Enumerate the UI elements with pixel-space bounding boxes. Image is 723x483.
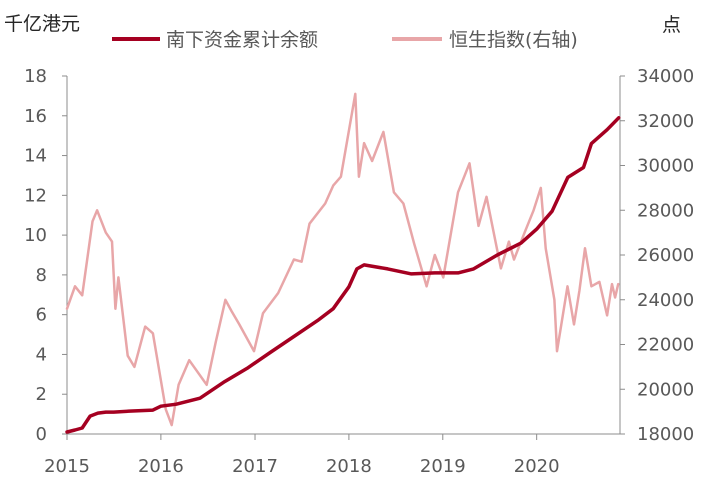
series-layer [65, 92, 621, 434]
x-axis-tick-label: 2018 [326, 456, 372, 477]
right-axis-tick-label: 18000 [637, 424, 694, 445]
left-axis-tick-label: 12 [24, 185, 47, 206]
x-axis-tick-label: 2015 [44, 456, 90, 477]
x-axis-tick-label: 2020 [514, 456, 560, 477]
right-axis-tick-label: 30000 [637, 156, 694, 177]
right-axis-tick-label: 26000 [637, 245, 694, 266]
left-axis-tick-label: 0 [36, 424, 47, 445]
series-hang-seng-line [65, 92, 620, 427]
legend: 南下资金累计余额 恒生指数(右轴) [112, 29, 578, 51]
right-axis-tick-label: 24000 [637, 290, 694, 311]
left-axis-tick-label: 6 [36, 305, 47, 326]
x-axis-tick-label: 2019 [420, 456, 466, 477]
legend-label-southbound: 南下资金累计余额 [166, 29, 318, 51]
right-axis-tick-label: 28000 [637, 200, 694, 221]
series-southbound-line [65, 116, 621, 434]
left-axis-tick-label: 16 [24, 106, 47, 127]
left-axis-tick-label: 10 [24, 225, 47, 246]
x-axis-tick-label: 2017 [232, 456, 278, 477]
axes-layer: 0 2 4 6 8 10 12 14 16 18 18000 20000 22000 24000 26000… [24, 66, 694, 477]
right-axis-tick-label: 22000 [637, 335, 694, 356]
left-axis-unit: 千亿港元 [4, 13, 80, 35]
left-axis-tick-label: 8 [36, 265, 47, 286]
left-axis-tick-label: 14 [24, 146, 47, 167]
x-axis-tick-label: 2016 [138, 456, 184, 477]
right-axis-unit: 点 [662, 14, 681, 36]
legend-label-hang-seng: 恒生指数(右轴) [449, 29, 578, 51]
left-axis-tick-label: 2 [36, 384, 47, 405]
left-axis-tick-label: 18 [24, 66, 47, 87]
right-axis-tick-label: 32000 [637, 111, 694, 132]
right-axis-tick-label: 34000 [637, 66, 694, 87]
right-axis-tick-label: 20000 [637, 379, 694, 400]
left-axis-tick-label: 4 [36, 344, 47, 365]
